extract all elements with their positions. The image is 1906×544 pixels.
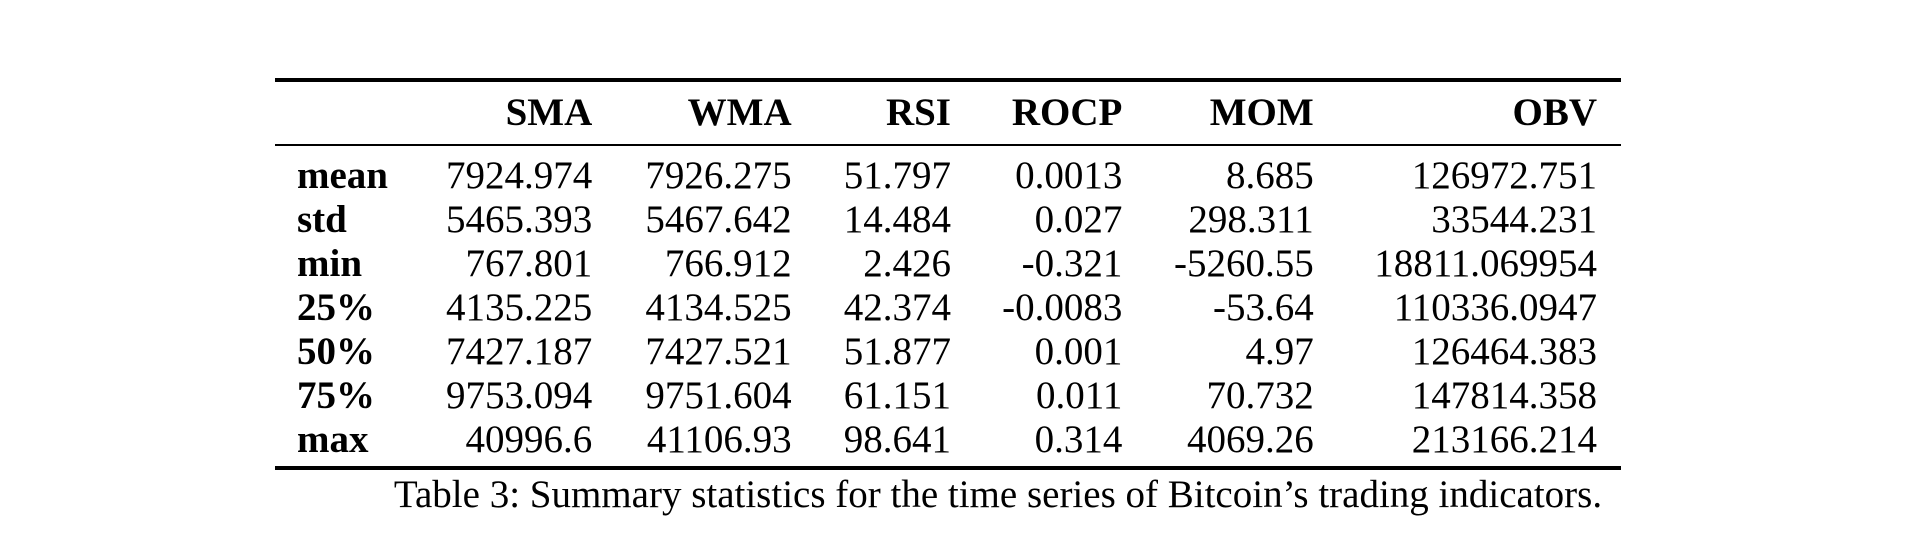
row-label-75: 75% (297, 374, 375, 417)
column-header-rocp: ROCP (1011, 91, 1123, 134)
column-header-sma: SMA (505, 91, 593, 134)
table-row: 50% 7427.187 7427.521 51.877 0.001 4.97 … (275, 330, 1621, 374)
table-cell: 98.641 (843, 418, 951, 461)
table-cell: 0.314 (1034, 418, 1123, 461)
table-body: mean 7924.974 7926.275 51.797 0.0013 8.6… (275, 146, 1621, 470)
table-cell: 7924.974 (446, 154, 593, 197)
table-cell: 7427.521 (645, 330, 792, 373)
table-caption: Table 3: Summary statistics for the time… (0, 472, 1906, 518)
row-label-min: min (297, 242, 363, 285)
table-cell: 51.797 (843, 154, 951, 197)
header-corner (275, 82, 415, 144)
row-label-25: 25% (297, 286, 375, 329)
table-cell: 298.311 (1188, 198, 1314, 241)
table-cell: 70.732 (1206, 374, 1314, 417)
table-cell: 126464.383 (1411, 330, 1597, 373)
table-cell: 4135.225 (446, 286, 593, 329)
table-cell: 14.484 (843, 198, 951, 241)
table-cell: -0.321 (1021, 242, 1123, 285)
table-cell: 0.027 (1034, 198, 1123, 241)
row-label-max: max (297, 418, 369, 461)
table-cell: -0.0083 (1002, 286, 1123, 329)
column-header-wma: WMA (687, 91, 792, 134)
table-cell: 5467.642 (645, 198, 792, 241)
top-rule (275, 78, 1621, 82)
table-cell: 213166.214 (1411, 418, 1597, 461)
table-row: min 767.801 766.912 2.426 -0.321 -5260.5… (275, 242, 1621, 286)
table-cell: 0.0013 (1015, 154, 1123, 197)
stats-table: SMA WMA RSI ROCP MOM OBV mean 7924.974 7… (275, 78, 1621, 470)
table-cell: 4.97 (1245, 330, 1314, 373)
table-cell: 4134.525 (645, 286, 792, 329)
table-header: SMA WMA RSI ROCP MOM OBV (275, 78, 1621, 146)
top-rule-row (275, 78, 1621, 82)
table-cell: -5260.55 (1173, 242, 1314, 285)
summary-statistics-table: SMA WMA RSI ROCP MOM OBV mean 7924.974 7… (275, 78, 1621, 470)
table-cell: 9753.094 (446, 374, 593, 417)
row-label-std: std (297, 198, 347, 241)
table-cell: 7427.187 (446, 330, 593, 373)
table-cell: 126972.751 (1411, 154, 1597, 197)
table-cell: 5465.393 (446, 198, 593, 241)
table-cell: 0.011 (1036, 374, 1123, 417)
column-header-mom: MOM (1209, 91, 1314, 134)
table-cell: 40996.6 (465, 418, 593, 461)
column-header-obv: OBV (1512, 91, 1597, 134)
table-cell: 18811.069954 (1374, 242, 1597, 285)
table-row: std 5465.393 5467.642 14.484 0.027 298.3… (275, 198, 1621, 242)
header-row: SMA WMA RSI ROCP MOM OBV (275, 82, 1621, 144)
table-cell: 51.877 (843, 330, 951, 373)
table-cell: 61.151 (843, 374, 951, 417)
table-row: 25% 4135.225 4134.525 42.374 -0.0083 -53… (275, 286, 1621, 330)
bottom-rule-row (275, 466, 1621, 470)
table-caption-text: Table 3: Summary statistics for the time… (393, 473, 1603, 516)
table-cell: 7926.275 (645, 154, 792, 197)
row-label-50: 50% (297, 330, 375, 373)
mid-rule (275, 144, 1621, 146)
table-cell: 2.426 (863, 242, 951, 285)
row-label-mean: mean (297, 154, 388, 197)
table-row: max 40996.6 41106.93 98.641 0.314 4069.2… (275, 418, 1621, 462)
table-cell: 9751.604 (645, 374, 792, 417)
table-cell: -53.64 (1212, 286, 1314, 329)
column-header-rsi: RSI (885, 91, 951, 134)
table-row: mean 7924.974 7926.275 51.797 0.0013 8.6… (275, 154, 1621, 198)
mid-rule-row (275, 144, 1621, 146)
bottom-rule (275, 466, 1621, 470)
table-cell: 147814.358 (1411, 374, 1597, 417)
table-cell: 0.001 (1034, 330, 1123, 373)
table-cell: 41106.93 (646, 418, 792, 461)
table-cell: 766.912 (664, 242, 792, 285)
table-row: 75% 9753.094 9751.604 61.151 0.011 70.73… (275, 374, 1621, 418)
spacer-row (275, 146, 1621, 154)
table-cell: 33544.231 (1431, 198, 1597, 241)
table-cell: 42.374 (843, 286, 951, 329)
table-cell: 110336.0947 (1393, 286, 1597, 329)
table-cell: 8.685 (1225, 154, 1314, 197)
table-cell: 767.801 (465, 242, 593, 285)
table-cell: 4069.26 (1186, 418, 1314, 461)
